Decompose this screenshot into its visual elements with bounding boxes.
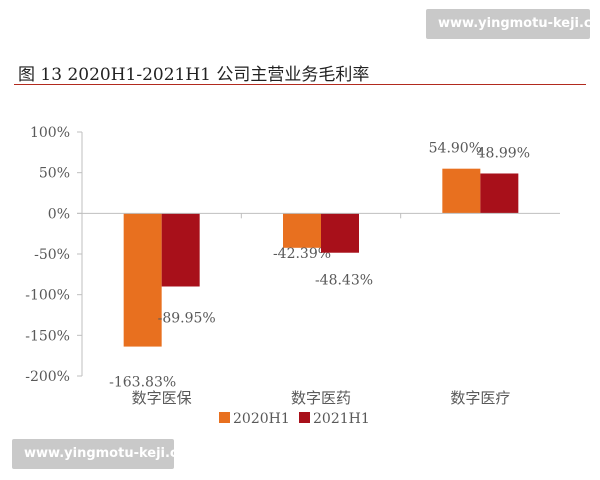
y-tick-label: -200% bbox=[25, 369, 70, 385]
data-label: -163.83% bbox=[109, 375, 176, 391]
y-tick-label: 50% bbox=[39, 166, 70, 182]
legend-label: 2021H1 bbox=[313, 411, 370, 427]
legend-swatch-2021H1 bbox=[299, 412, 310, 423]
y-tick-label: -150% bbox=[25, 328, 70, 344]
data-label: 54.90% bbox=[429, 141, 482, 157]
category-label: 数字医保 bbox=[132, 389, 192, 407]
bar-2021H1-3 bbox=[480, 173, 519, 214]
bar-2021H1-2 bbox=[321, 213, 359, 253]
bar-2020H1-3 bbox=[442, 168, 481, 214]
y-tick-label: 100% bbox=[30, 125, 70, 141]
bar-2020H1-2 bbox=[283, 213, 321, 248]
y-tick-label: -50% bbox=[34, 247, 70, 263]
category-label: 数字医药 bbox=[291, 389, 351, 407]
data-label: -42.39% bbox=[273, 246, 331, 262]
data-label: -89.95% bbox=[158, 310, 216, 326]
watermark-top: www.yingmotu-keji.com bbox=[426, 9, 600, 39]
title-rule bbox=[14, 84, 586, 85]
legend-swatch-2020H1 bbox=[219, 412, 230, 423]
bar-2020H1-1 bbox=[123, 213, 162, 347]
chart-title: 图 13 2020H1-2021H1 公司主营业务毛利率 bbox=[18, 65, 370, 85]
y-tick-label: 0% bbox=[48, 206, 70, 222]
category-label: 数字医疗 bbox=[450, 389, 510, 407]
bar-2021H1-1 bbox=[161, 213, 200, 287]
legend-label: 2020H1 bbox=[233, 411, 290, 427]
data-label: -48.43% bbox=[315, 273, 373, 289]
watermark-bottom: www.yingmotu-keji.com bbox=[12, 439, 200, 469]
data-label: 48.99% bbox=[477, 145, 530, 161]
y-tick-label: -100% bbox=[25, 288, 70, 304]
